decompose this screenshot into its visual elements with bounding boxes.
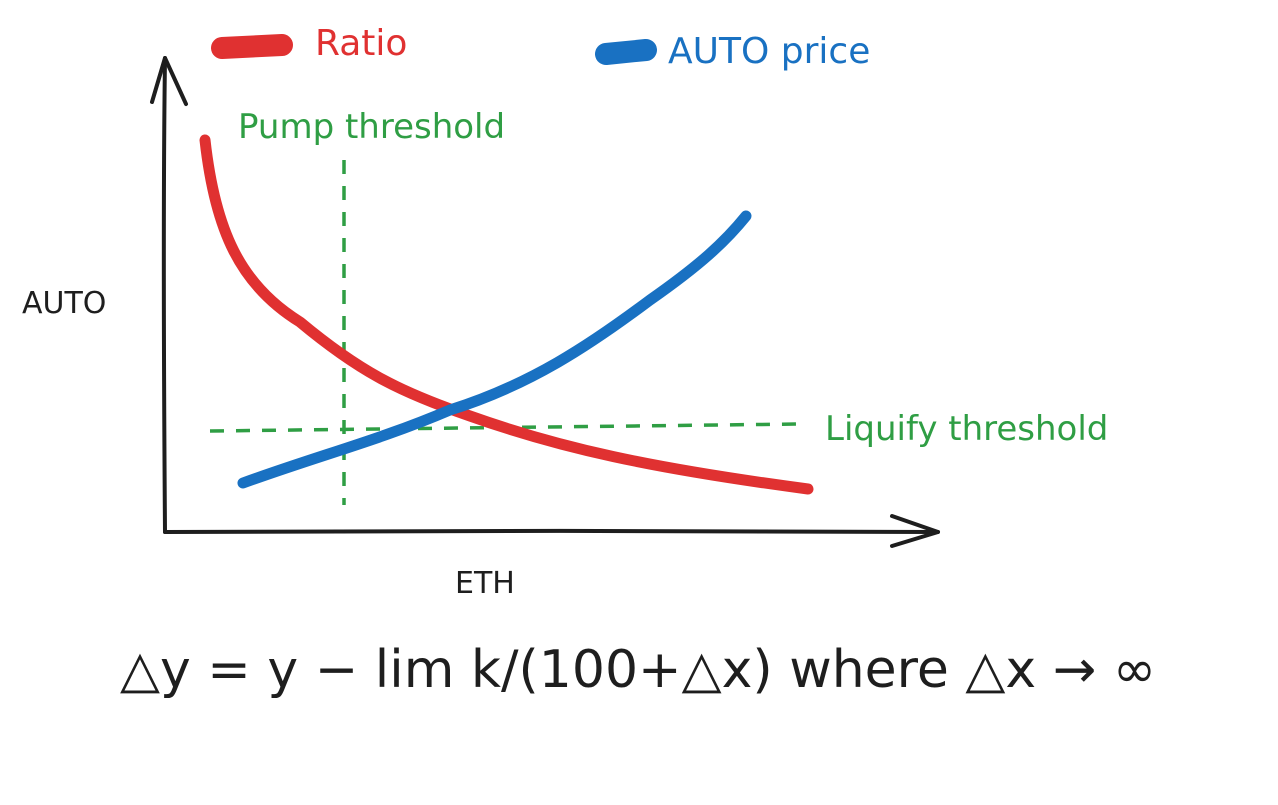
legend-label-ratio: Ratio [315,23,407,64]
legend-swatch-auto-price [595,39,657,65]
legend-swatch-ratio [211,34,293,59]
threshold-lines [209,160,801,505]
curves [199,134,814,495]
axes [150,56,940,548]
legend: Ratio AUTO price [211,23,870,72]
legend-label-auto-price: AUTO price [668,31,870,72]
liquify-threshold-label: Liquify threshold [825,409,1108,449]
x-axis-label: ETH [455,566,515,601]
y-axis-arrowhead [150,56,188,106]
x-axis-arrowhead [890,514,940,548]
formula-text: △y = y − lim k/(100+△x) where △x → ∞ [120,640,1157,700]
y-axis-line [161,56,167,534]
y-axis-label: AUTO [22,286,106,321]
auto-price-curve [237,210,752,489]
pump-threshold-label: Pump threshold [238,107,505,147]
ratio-curve [199,134,814,495]
x-axis-line [163,528,940,534]
